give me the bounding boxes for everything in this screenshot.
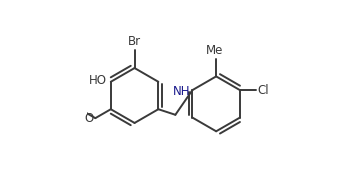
Text: Br: Br [128,35,141,48]
Text: HO: HO [89,74,107,87]
Text: NH: NH [173,85,191,98]
Text: Me: Me [206,44,223,57]
Text: Cl: Cl [258,84,270,97]
Text: O: O [84,112,94,125]
